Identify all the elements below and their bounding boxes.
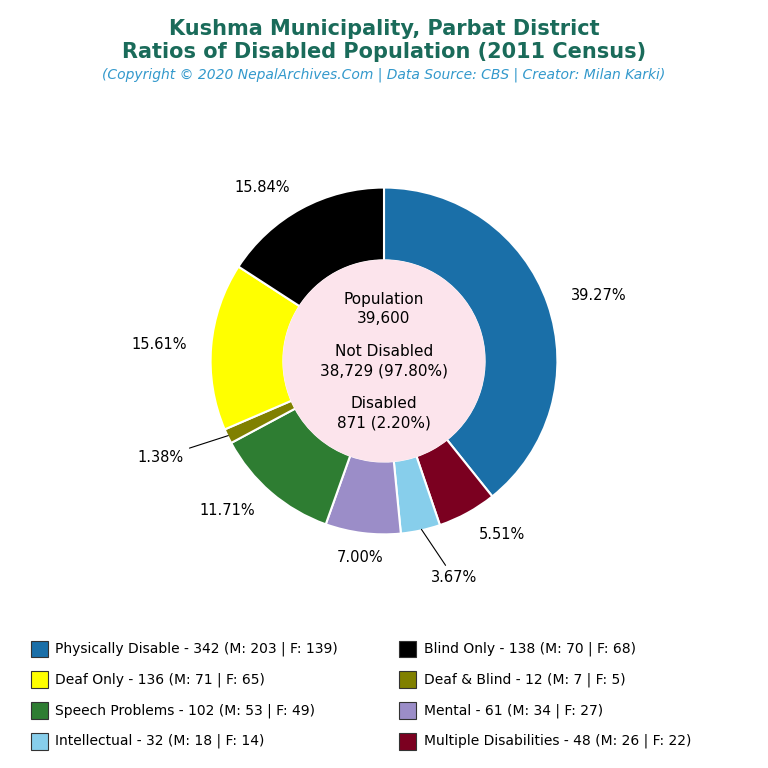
Text: 11.71%: 11.71% xyxy=(200,503,255,518)
Text: Disabled
871 (2.20%): Disabled 871 (2.20%) xyxy=(337,396,431,430)
Wedge shape xyxy=(394,456,440,534)
Text: Physically Disable - 342 (M: 203 | F: 139): Physically Disable - 342 (M: 203 | F: 13… xyxy=(55,642,338,656)
Wedge shape xyxy=(239,187,384,306)
Text: Population
39,600: Population 39,600 xyxy=(344,292,424,326)
Text: Speech Problems - 102 (M: 53 | F: 49): Speech Problems - 102 (M: 53 | F: 49) xyxy=(55,703,316,717)
Wedge shape xyxy=(225,401,296,443)
Text: Multiple Disabilities - 48 (M: 26 | F: 22): Multiple Disabilities - 48 (M: 26 | F: 2… xyxy=(424,734,691,748)
Text: Ratios of Disabled Population (2011 Census): Ratios of Disabled Population (2011 Cens… xyxy=(122,42,646,62)
Text: 3.67%: 3.67% xyxy=(422,529,477,585)
Text: 1.38%: 1.38% xyxy=(138,435,228,465)
Text: Intellectual - 32 (M: 18 | F: 14): Intellectual - 32 (M: 18 | F: 14) xyxy=(55,734,265,748)
Wedge shape xyxy=(231,409,350,525)
Text: Not Disabled
38,729 (97.80%): Not Disabled 38,729 (97.80%) xyxy=(320,343,448,379)
Text: Deaf Only - 136 (M: 71 | F: 65): Deaf Only - 136 (M: 71 | F: 65) xyxy=(55,673,265,687)
Text: 15.84%: 15.84% xyxy=(234,180,290,195)
Text: 15.61%: 15.61% xyxy=(131,336,187,352)
Text: (Copyright © 2020 NepalArchives.Com | Data Source: CBS | Creator: Milan Karki): (Copyright © 2020 NepalArchives.Com | Da… xyxy=(102,68,666,82)
Text: 5.51%: 5.51% xyxy=(479,527,525,542)
Wedge shape xyxy=(416,439,492,525)
Circle shape xyxy=(283,260,485,462)
Wedge shape xyxy=(384,187,558,496)
Text: Kushma Municipality, Parbat District: Kushma Municipality, Parbat District xyxy=(169,19,599,39)
Wedge shape xyxy=(210,266,300,429)
Text: Blind Only - 138 (M: 70 | F: 68): Blind Only - 138 (M: 70 | F: 68) xyxy=(424,642,636,656)
Text: 39.27%: 39.27% xyxy=(571,288,626,303)
Text: Mental - 61 (M: 34 | F: 27): Mental - 61 (M: 34 | F: 27) xyxy=(424,703,603,717)
Wedge shape xyxy=(326,455,401,535)
Text: 7.00%: 7.00% xyxy=(336,550,383,564)
Text: Deaf & Blind - 12 (M: 7 | F: 5): Deaf & Blind - 12 (M: 7 | F: 5) xyxy=(424,673,626,687)
